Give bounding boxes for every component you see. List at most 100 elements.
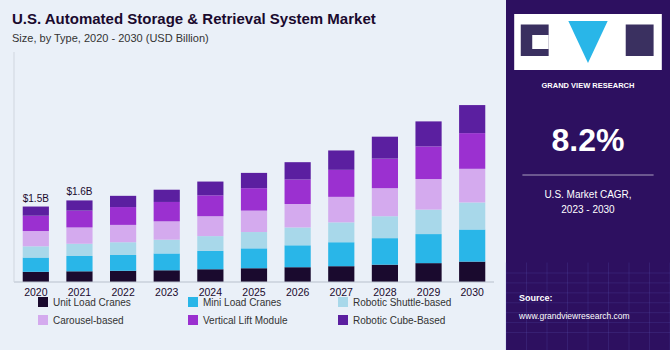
source-label-line: Source:: [519, 293, 553, 303]
bar-segment: [415, 146, 441, 179]
bar-segment: [459, 169, 485, 203]
legend-entry: Robotic Shuttle-based: [353, 297, 451, 308]
decor-line: [547, 263, 548, 350]
bar-segment: [66, 200, 92, 210]
legend: Unit Load CranesMini Load CranesRobotic …: [38, 297, 451, 326]
bar-segment: [328, 222, 354, 242]
cagr-label: U.S. Market CAGR,2023 - 2030: [544, 189, 631, 215]
bar-segment: [415, 234, 441, 263]
bar-segment: [372, 216, 398, 238]
bar-segment: [23, 207, 49, 216]
bar-segment: [154, 270, 180, 282]
bar-segment: [372, 238, 398, 265]
bar-segment: [110, 196, 136, 207]
bar-segment: [154, 190, 180, 202]
bar-segment: [154, 221, 180, 239]
bar-segment: [110, 225, 136, 242]
source-url: www.grandviewresearch.com: [518, 311, 630, 321]
logo-r: [626, 25, 654, 57]
bar-segment: [328, 242, 354, 266]
logo-g-cut: [532, 35, 548, 49]
source-url-line: www.grandviewresearch.com: [518, 311, 630, 321]
logo-box: [514, 14, 662, 70]
bar-segment: [66, 227, 92, 243]
bar-segment: [23, 216, 49, 231]
bar-segment: [372, 265, 398, 282]
bar-segment: [154, 240, 180, 254]
title: U.S. Automated Storage & Retrieval Syste…: [12, 10, 376, 27]
decor-line: [649, 263, 650, 350]
bar-segment: [415, 179, 441, 210]
decor-line: [629, 263, 630, 350]
bar-segment: [197, 251, 223, 269]
bar-segment: [66, 256, 92, 271]
legend-swatch: [188, 315, 198, 325]
side-panel: GRAND VIEW RESEARCH 8.2% U.S. Market CAGR,…: [506, 0, 670, 350]
bar-segment: [372, 137, 398, 159]
x-tick-label: 2026: [286, 286, 310, 298]
bar-segment: [110, 255, 136, 271]
y-axis-line: [14, 52, 15, 282]
x-axis-line: [14, 282, 494, 283]
bar-segment: [415, 210, 441, 234]
x-tick-label: 2023: [155, 286, 179, 298]
decor-line: [567, 263, 568, 350]
cagr-label-line: U.S. Market CAGR,: [544, 189, 631, 200]
brand-line: GRAND VIEW RESEARCH: [542, 81, 635, 90]
bar-segment: [154, 253, 180, 270]
brand: GRAND VIEW RESEARCH: [542, 81, 635, 90]
logo-v: [568, 21, 607, 63]
source-label: Source:: [519, 293, 553, 303]
bar-segment: [110, 271, 136, 282]
bar-segment: [197, 182, 223, 196]
x-tick-label: 2020: [24, 286, 48, 298]
bar-segment: [66, 244, 92, 256]
bar-segment: [23, 246, 49, 257]
divider: [522, 175, 653, 176]
bar-segment: [241, 268, 267, 282]
bar-segment: [285, 180, 311, 204]
bar-segment: [23, 258, 49, 272]
bar-segment: [328, 197, 354, 222]
chart-background: [0, 0, 506, 350]
bar-segment: [110, 242, 136, 255]
x-tick-label: 2030: [461, 286, 485, 298]
legend-swatch: [188, 297, 198, 307]
bar-segment: [241, 173, 267, 188]
bar-segment: [110, 207, 136, 225]
bar-segment: [197, 195, 223, 216]
logo: [514, 14, 662, 70]
bar-segment: [459, 229, 485, 261]
x-tick-label: 2027: [330, 286, 354, 298]
bar-segment: [459, 202, 485, 229]
bar-segment: [66, 211, 92, 228]
bar-segment: [415, 121, 441, 146]
chart: U.S. Automated Storage & Retrieval Syste…: [0, 0, 670, 350]
decor-line: [588, 263, 589, 350]
bar-segment: [66, 271, 92, 282]
legend-swatch: [338, 297, 348, 307]
legend-entry: Mini Load Cranes: [203, 297, 281, 308]
cagr-value: 8.2%: [552, 122, 625, 158]
bar-annotation: $1.6B: [66, 186, 92, 197]
logo-g: [521, 25, 549, 57]
bar-segment: [328, 150, 354, 169]
bar-segment: [459, 262, 485, 282]
bars: [23, 105, 486, 282]
bar-segment: [459, 105, 485, 133]
bar-segment: [372, 159, 398, 189]
bar-segment: [241, 248, 267, 268]
legend-entry: Vertical Lift Module: [203, 315, 288, 326]
bar-segment: [23, 272, 49, 282]
legend-swatch: [338, 315, 348, 325]
legend-entry: Carousel-based: [53, 315, 124, 326]
subtitle: Size, by Type, 2020 - 2030 (USD Billion): [12, 32, 209, 44]
legend-swatch: [38, 315, 48, 325]
bar-segment: [285, 245, 311, 267]
bar-segment: [241, 211, 267, 232]
bar-segment: [285, 204, 311, 227]
bar-segment: [23, 231, 49, 246]
bar-annotation: $1.5B: [23, 193, 49, 204]
bar-segment: [197, 269, 223, 282]
bar-segment: [197, 216, 223, 236]
